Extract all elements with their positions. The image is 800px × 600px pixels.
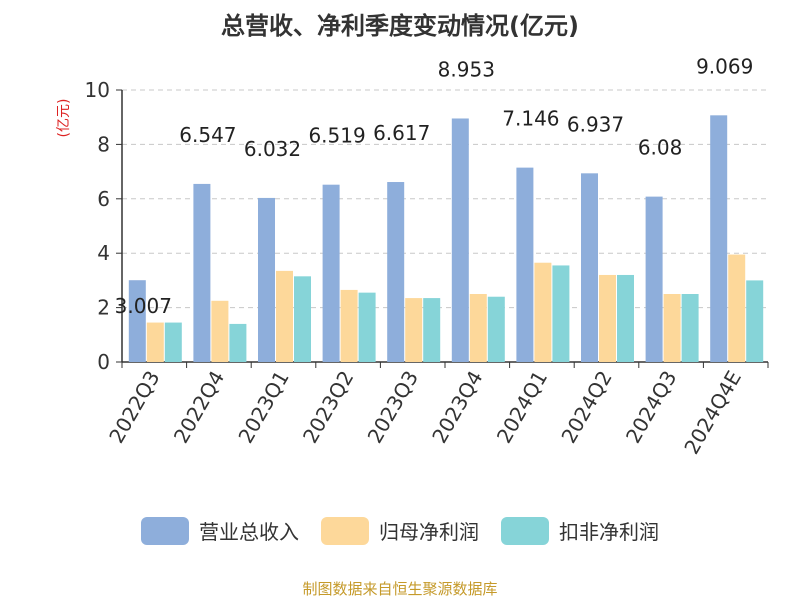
legend-label: 归母净利润 (379, 520, 479, 544)
data-label: 6.617 (373, 121, 430, 145)
x-tick-label: 2024Q4E (679, 367, 746, 459)
legend-item[interactable]: 营业总收入 (141, 516, 299, 545)
legend-label: 扣非净利润 (559, 520, 659, 544)
chart-title: 总营收、净利季度变动情况(亿元) (221, 12, 579, 40)
bar (340, 289, 358, 362)
legend-item[interactable]: 归母净利润 (321, 516, 479, 545)
data-label: 6.519 (308, 124, 365, 148)
bar (516, 167, 534, 362)
bar (710, 115, 728, 362)
legend-swatch (141, 516, 189, 545)
legend: 营业总收入 归母净利润 扣非净利润 (0, 516, 800, 545)
bar (469, 294, 487, 362)
x-tick-label: 2024Q3 (621, 367, 681, 448)
bar (645, 196, 663, 362)
bar (663, 294, 681, 362)
bar (164, 322, 182, 362)
data-label: 9.069 (696, 54, 753, 78)
x-tick-label: 2022Q4 (169, 367, 229, 448)
y-tick-label: 0 (97, 350, 110, 374)
x-tick-label: 2022Q3 (104, 367, 164, 448)
bar (617, 274, 634, 362)
bar (387, 182, 405, 362)
bar (423, 298, 441, 362)
bar (487, 296, 505, 362)
data-label: 3.007 (115, 294, 172, 318)
legend-label: 营业总收入 (199, 520, 299, 544)
bar (358, 292, 376, 362)
bar (276, 270, 293, 362)
bar (146, 322, 164, 362)
legend-swatch (501, 516, 549, 545)
bar (681, 294, 699, 362)
bar (728, 254, 746, 362)
x-tick-label: 2023Q1 (233, 367, 293, 448)
bar (211, 300, 229, 362)
legend-item[interactable]: 扣非净利润 (501, 516, 659, 545)
data-label: 6.032 (244, 137, 301, 161)
data-label: 6.08 (638, 136, 683, 160)
bar (746, 280, 764, 362)
bar (322, 184, 340, 362)
x-tick-label: 2023Q3 (363, 367, 423, 448)
x-tick-label: 2023Q4 (427, 367, 487, 448)
data-label: 7.146 (502, 107, 559, 131)
y-axis-label: (亿元) (56, 99, 72, 138)
bar (581, 173, 598, 362)
bar (193, 183, 211, 362)
x-tick-label: 2024Q1 (492, 367, 552, 448)
bar (599, 274, 616, 362)
bar (229, 323, 247, 362)
bar (534, 262, 552, 362)
data-source-note: 制图数据来自恒生聚源数据库 (302, 580, 498, 598)
bar (552, 265, 570, 362)
y-tick-label: 8 (97, 132, 110, 156)
y-tick-label: 4 (97, 241, 110, 265)
bar (405, 298, 423, 362)
x-tick-label: 2024Q2 (556, 367, 616, 448)
y-tick-label: 6 (97, 187, 110, 211)
bar (294, 276, 311, 362)
data-label: 8.953 (438, 57, 495, 81)
x-tick-label: 2023Q2 (298, 367, 358, 448)
y-tick-label: 10 (85, 78, 110, 102)
data-label: 6.547 (179, 123, 236, 147)
bar (451, 118, 469, 363)
bar (258, 197, 275, 362)
legend-swatch (321, 516, 369, 545)
y-tick-label: 2 (97, 296, 110, 320)
bar (128, 280, 146, 362)
data-label: 6.937 (567, 112, 624, 136)
